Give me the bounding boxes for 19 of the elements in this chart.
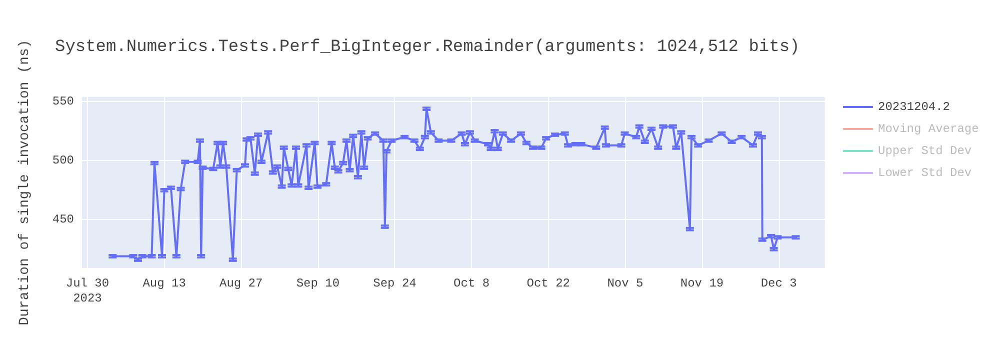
y-tick-label: 550 bbox=[52, 94, 74, 109]
x-tick-label: Sep 10 bbox=[296, 276, 340, 290]
y-tick-label: 450 bbox=[52, 212, 74, 227]
x-tick-label: Nov 19 bbox=[680, 276, 724, 290]
legend-label: 20231204.2 bbox=[878, 100, 950, 114]
x-tick-label: Nov 5 bbox=[607, 276, 644, 290]
y-axis-title: Duration of single invocation (ns) bbox=[17, 40, 33, 326]
x-tick-label: Oct 22 bbox=[526, 276, 570, 290]
legend-label: Upper Std Dev bbox=[878, 144, 972, 158]
x-tick-label: Jul 30 2023 bbox=[66, 276, 110, 306]
y-tick-label: 500 bbox=[52, 154, 74, 168]
x-tick-label: Aug 13 bbox=[142, 276, 186, 290]
x-tick-label: Aug 27 bbox=[220, 276, 263, 290]
chart-title: System.Numerics.Tests.Perf_BigInteger.Remainder(arguments: 1024,512 bits) bbox=[55, 38, 800, 57]
x-tick-label: Oct 8 bbox=[454, 276, 490, 290]
legend-label: Moving Average bbox=[878, 122, 979, 136]
x-tick-label: Dec 3 bbox=[760, 276, 797, 290]
x-tick-label: Sep 24 bbox=[373, 276, 416, 290]
legend-label: Lower Std Dev bbox=[878, 166, 972, 180]
